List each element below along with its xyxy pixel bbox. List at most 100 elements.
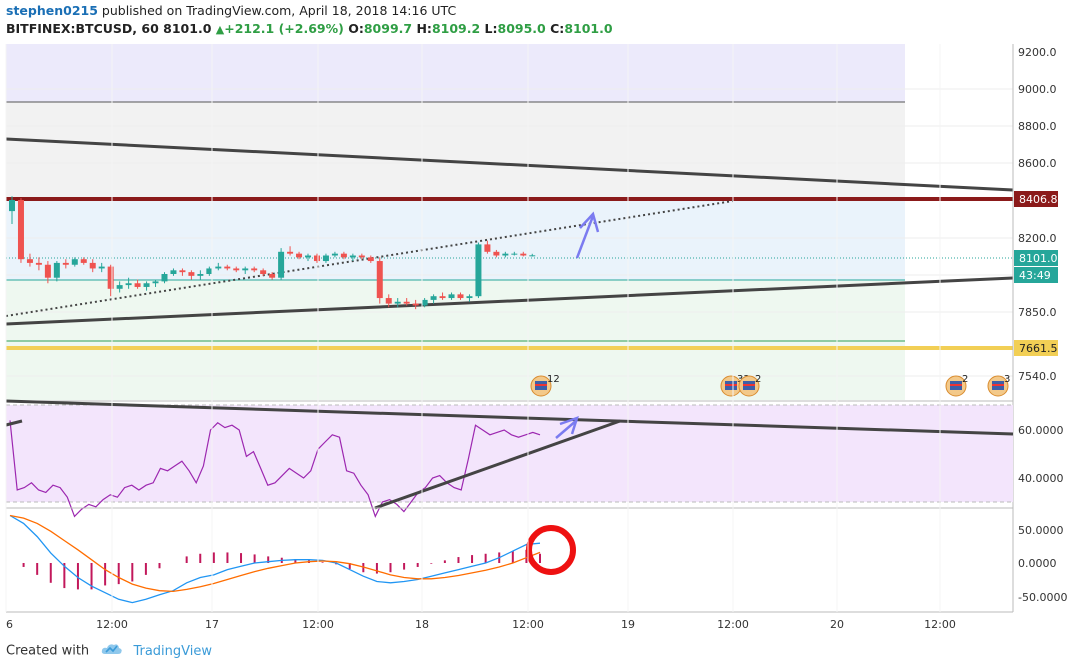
candle-body [143, 283, 150, 287]
candle-body [35, 262, 42, 265]
price-tick-label: 7850.0 [1018, 306, 1057, 319]
candle-body [340, 253, 347, 258]
tradingview-cloud-icon [101, 642, 123, 660]
candle-body [269, 274, 276, 278]
candle-body [493, 251, 500, 256]
macd-tick-label: 50.0000 [1018, 524, 1064, 537]
time-tick-label: 12:00 [512, 618, 544, 631]
candle-body [376, 261, 383, 299]
price-tag-bg [1014, 340, 1058, 356]
candle-body [322, 255, 329, 262]
candle-body [251, 268, 258, 271]
time-tick-label: 6 [6, 618, 13, 631]
lower-trendline [5, 276, 1014, 326]
symbol[interactable]: BITFINEX:BTCUSD, 60 [6, 21, 159, 36]
price-tag-bg [1014, 250, 1058, 266]
rsi-arrow-shaft [555, 419, 578, 439]
candle-body [170, 270, 177, 274]
candle-body [349, 255, 356, 258]
low-label: L: [484, 21, 498, 36]
candle-body [26, 259, 33, 263]
candle-body [305, 255, 312, 258]
candle-body [197, 274, 204, 276]
rsi-arrow-head [559, 415, 579, 435]
candle-body [520, 253, 527, 256]
candle-body [215, 266, 222, 269]
candle-body [71, 259, 78, 265]
candle-body [278, 251, 285, 278]
zone-light-green [6, 280, 905, 400]
macd-line [9, 514, 541, 604]
candle-body [448, 294, 455, 299]
price-tick-label: 9200.0 [1018, 46, 1057, 59]
price-tag-bg [1014, 267, 1058, 283]
rsi-down-trendline [5, 399, 1014, 436]
candle-body [358, 255, 365, 258]
signal-line [9, 514, 541, 593]
time-tick-label: 20 [830, 618, 844, 631]
event-count: 12 [547, 374, 560, 385]
up-arrow-icon: ▲ [215, 23, 225, 36]
open-label: O: [348, 21, 364, 36]
zone-grey [6, 102, 905, 199]
price-tick-label: 7540.0 [1018, 370, 1057, 383]
candle-body [484, 244, 491, 252]
candle-body [403, 301, 410, 304]
price-tick-label: 9000.0 [1018, 83, 1057, 96]
price-tick-label: 8200.0 [1018, 232, 1057, 245]
created-with: Created with [6, 643, 90, 659]
candle-body [188, 272, 195, 276]
rsi-band [6, 405, 1013, 502]
time-tick-label: 18 [415, 618, 429, 631]
change: +212.1 (+2.69%) [224, 21, 344, 36]
price-tag-label: 8101.0 [1019, 252, 1058, 265]
publish-info: published on TradingView.com, April 18, … [101, 3, 457, 18]
candle-body [296, 253, 303, 258]
candle-body [475, 244, 482, 297]
candle-body [17, 200, 24, 260]
price-tag-label: 43:49 [1019, 269, 1051, 282]
time-tick-label: 17 [205, 618, 219, 631]
last-price: 8101.0 [163, 21, 212, 36]
candle-body [53, 262, 60, 278]
time-tick-label: 12:00 [924, 618, 956, 631]
candle-body [224, 266, 231, 269]
candle-body [511, 253, 518, 255]
high-label: H: [416, 21, 432, 36]
open-value: 8099.7 [363, 21, 413, 36]
candle-body [421, 299, 428, 306]
macd-tick-label: -50.0000 [1018, 591, 1067, 604]
candle-body [430, 296, 437, 300]
author-link[interactable]: stephen0215 [6, 3, 98, 18]
tradingview-brand[interactable]: TradingView [133, 643, 212, 659]
time-tick-label: 19 [621, 618, 635, 631]
price-tag-label: 7661.5 [1019, 342, 1058, 355]
zone-top-blue [6, 44, 905, 102]
candle-body [152, 281, 159, 284]
candle-body [44, 264, 51, 278]
price-tag-label: 8406.8 [1019, 193, 1058, 206]
candle-body [134, 283, 141, 287]
price-tick-label: 8600.0 [1018, 157, 1057, 170]
time-tick-label: 12:00 [96, 618, 128, 631]
price-tick-label: 8800.0 [1018, 120, 1057, 133]
event-count: 2 [755, 374, 761, 385]
candle-body [9, 200, 15, 212]
symbol-line: BITFINEX:BTCUSD, 60 8101.0 ▲+212.1 (+2.6… [6, 21, 613, 36]
event-count: 3 [1004, 374, 1010, 385]
candle-body [206, 268, 213, 274]
candle-body [116, 285, 123, 289]
low-value: 8095.0 [497, 21, 546, 36]
time-tick-label: 12:00 [302, 618, 334, 631]
zone-light-blue [6, 199, 905, 280]
candle-body [179, 270, 186, 273]
candle-body [529, 255, 536, 257]
price-tag-bg [1014, 191, 1058, 207]
upper-trendline [5, 137, 1014, 192]
close-value: 8101.0 [564, 21, 613, 36]
rsi-stub-line [5, 419, 23, 427]
candle-body [502, 253, 509, 256]
candle-body [394, 301, 401, 304]
candle-body [80, 259, 87, 263]
